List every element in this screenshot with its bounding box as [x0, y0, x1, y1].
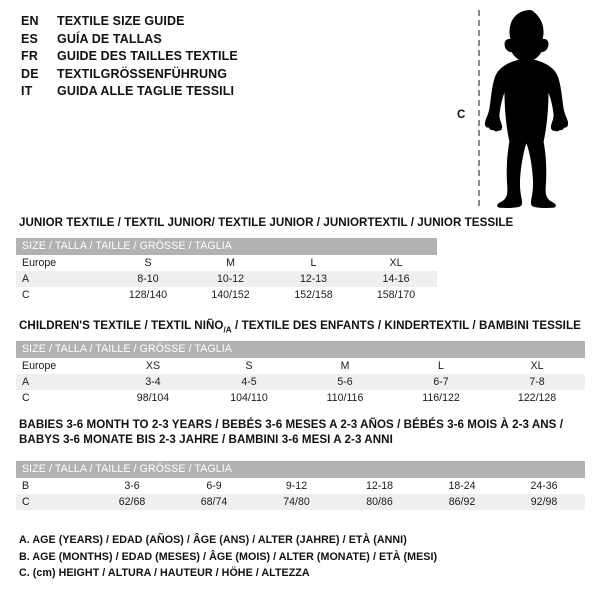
children-title-post: / TEXTILE DES ENFANTS / KINDERTEXTIL / B…	[231, 319, 581, 332]
cell: 4-5	[201, 374, 297, 390]
language-row: EN TEXTILE SIZE GUIDE	[21, 14, 421, 32]
row-label: Europe	[16, 255, 107, 271]
cell: 3-6	[91, 478, 173, 494]
cell: 3-4	[105, 374, 201, 390]
cell: 140/152	[189, 287, 272, 303]
children-title-sub: /A	[223, 325, 232, 335]
height-measure-label: C	[457, 109, 466, 121]
cell: 68/74	[173, 494, 255, 510]
junior-band-label: SIZE / TALLA / TAILLE / GRÖSSE / TAGLIA	[16, 238, 438, 255]
language-text-fr: GUIDE DES TAILLES TEXTILE	[57, 49, 238, 63]
legend-line-b: B. AGE (MONTHS) / EDAD (MESES) / ÂGE (MO…	[19, 550, 438, 563]
row-label: C	[16, 494, 91, 510]
cell: 110/116	[297, 390, 393, 406]
junior-table-band: SIZE / TALLA / TAILLE / GRÖSSE / TAGLIA	[16, 238, 438, 255]
cell: 128/140	[107, 287, 189, 303]
row-label: C	[16, 287, 107, 303]
cell: 6-7	[393, 374, 489, 390]
babies-table-band: SIZE / TALLA / TAILLE / GRÖSSE / TAGLIA	[16, 461, 586, 478]
table-row: C 128/140 140/152 152/158 158/170	[16, 287, 438, 303]
cell: 24-36	[503, 478, 586, 494]
language-code-it: IT	[21, 84, 33, 98]
cell: L	[272, 255, 355, 271]
legend-line-a: A. AGE (YEARS) / EDAD (AÑOS) / ÂGE (ANS)…	[19, 534, 407, 546]
cell: M	[297, 358, 393, 374]
cell: 8-10	[107, 271, 189, 287]
language-row: DE TEXTILGRÖSSENFÜHRUNG	[21, 67, 421, 85]
cell: 6-9	[173, 478, 255, 494]
table-row: C 98/104 104/110 110/116 116/122 122/128	[16, 390, 586, 406]
legend-block: A. AGE (YEARS) / EDAD (AÑOS) / ÂGE (ANS)…	[19, 532, 579, 582]
cell: S	[107, 255, 189, 271]
cell: 7-8	[489, 374, 586, 390]
toddler-silhouette-icon	[484, 10, 569, 208]
language-text-en: TEXTILE SIZE GUIDE	[57, 14, 185, 28]
language-code-es: ES	[21, 31, 39, 46]
cell: XS	[105, 358, 201, 374]
cell: 92/98	[503, 494, 586, 510]
cell: M	[189, 255, 272, 271]
cell: 18-24	[421, 478, 503, 494]
cell: 10-12	[189, 271, 272, 287]
language-header-block: EN TEXTILE SIZE GUIDE ES GUÍA DE TALLAS …	[21, 14, 421, 102]
table-row: A 8-10 10-12 12-13 14-16	[16, 271, 438, 287]
cell: 104/110	[201, 390, 297, 406]
height-measure-figure: C	[440, 4, 590, 209]
cell: 116/122	[393, 390, 489, 406]
cell: 9-12	[255, 478, 338, 494]
cell: XL	[489, 358, 586, 374]
language-row: FR GUIDE DES TAILLES TEXTILE	[21, 49, 421, 67]
table-row: B 3-6 6-9 9-12 12-18 18-24 24-36	[16, 478, 586, 494]
language-code-fr: FR	[21, 49, 39, 63]
row-label: A	[16, 271, 107, 287]
language-code-en: EN	[21, 14, 39, 28]
babies-band-label: SIZE / TALLA / TAILLE / GRÖSSE / TAGLIA	[16, 461, 586, 478]
cell: 74/80	[255, 494, 338, 510]
cell: 12-13	[272, 271, 355, 287]
children-size-table: SIZE / TALLA / TAILLE / GRÖSSE / TAGLIA …	[16, 341, 586, 406]
cell: 14-16	[355, 271, 438, 287]
row-label: C	[16, 390, 105, 406]
height-dashed-line	[478, 10, 480, 206]
row-label: A	[16, 374, 105, 390]
language-row: ES GUÍA DE TALLAS	[21, 32, 421, 50]
children-band-label: SIZE / TALLA / TAILLE / GRÖSSE / TAGLIA	[16, 341, 586, 358]
children-table-band: SIZE / TALLA / TAILLE / GRÖSSE / TAGLIA	[16, 341, 586, 358]
section-title-babies-line1: BABIES 3-6 MONTH TO 2-3 YEARS / BEBÉS 3-…	[19, 418, 564, 431]
cell: 80/86	[338, 494, 421, 510]
section-title-children: CHILDREN'S TEXTILE / TEXTIL NIÑO/A / TEX…	[19, 319, 581, 338]
language-text-es: GUÍA DE TALLAS	[57, 31, 162, 46]
legend-line-c: C. (cm) HEIGHT / ALTURA / HAUTEUR / HÖHE…	[19, 567, 310, 579]
row-label: Europe	[16, 358, 105, 374]
cell: 86/92	[421, 494, 503, 510]
language-row: IT GUIDA ALLE TAGLIE TESSILI	[21, 84, 421, 102]
table-row: Europe XS S M L XL	[16, 358, 586, 374]
table-row: Europe S M L XL	[16, 255, 438, 271]
children-title-pre: CHILDREN'S TEXTILE / TEXTIL NIÑO	[19, 319, 224, 332]
row-label: B	[16, 478, 91, 494]
table-row: C 62/68 68/74 74/80 80/86 86/92 92/98	[16, 494, 586, 510]
language-code-de: DE	[21, 66, 39, 81]
cell: 5-6	[297, 374, 393, 390]
table-row: A 3-4 4-5 5-6 6-7 7-8	[16, 374, 586, 390]
section-title-babies-line2: BABYS 3-6 MONATE BIS 2-3 JAHRE / BAMBINI…	[19, 433, 393, 446]
cell: 12-18	[338, 478, 421, 494]
language-text-it: GUIDA ALLE TAGLIE TESSILI	[57, 84, 235, 98]
junior-size-table: SIZE / TALLA / TAILLE / GRÖSSE / TAGLIA …	[16, 238, 438, 303]
cell: 158/170	[355, 287, 438, 303]
cell: XL	[355, 255, 438, 271]
cell: 152/158	[272, 287, 355, 303]
babies-size-table: SIZE / TALLA / TAILLE / GRÖSSE / TAGLIA …	[16, 461, 586, 510]
cell: S	[201, 358, 297, 374]
cell: 62/68	[91, 494, 173, 510]
cell: 98/104	[105, 390, 201, 406]
cell: 122/128	[489, 390, 586, 406]
section-title-junior: JUNIOR TEXTILE / TEXTIL JUNIOR/ TEXTILE …	[19, 216, 514, 229]
cell: L	[393, 358, 489, 374]
language-text-de: TEXTILGRÖSSENFÜHRUNG	[57, 66, 228, 81]
